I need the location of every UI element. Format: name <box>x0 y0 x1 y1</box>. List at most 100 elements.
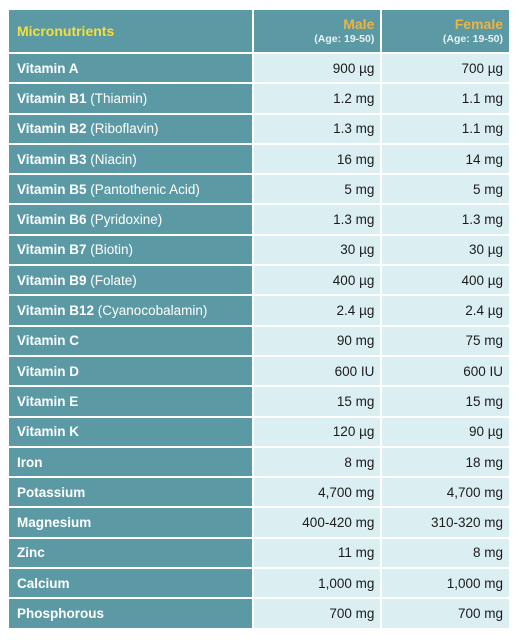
table-row: Vitamin B1 (Thiamin) 1.2 mg 1.1 mg <box>9 84 509 113</box>
table-row: Vitamin B3 (Niacin) 16 mg 14 mg <box>9 144 509 174</box>
nutrient-name-cell: Potassium <box>9 478 252 507</box>
nutrient-name-cell: Vitamin B2 (Riboflavin) <box>9 114 252 143</box>
nutrient-alt-name: (Folate) <box>86 272 137 288</box>
female-value: 15 mg <box>382 387 509 416</box>
nutrient-name: Vitamin B12 <box>17 303 95 319</box>
nutrient-name-cell: Vitamin E <box>9 387 252 416</box>
header-male-label: Male <box>343 16 375 32</box>
female-value: 2.4 µg <box>382 296 509 325</box>
nutrient-alt-name: (Cyanocobalamin) <box>94 303 208 319</box>
male-value: 900 µg <box>253 54 381 83</box>
male-value: 1.3 mg <box>253 114 381 143</box>
male-value: 5 mg <box>253 175 381 204</box>
nutrient-name: Vitamin B6 <box>17 212 87 228</box>
nutrient-alt-name: (Pantothenic Acid) <box>86 181 200 197</box>
nutrient-name: Iron <box>17 454 43 470</box>
header-male: Male (Age: 19-50) <box>253 10 381 52</box>
male-value: 90 mg <box>253 326 381 355</box>
header-female: Female (Age: 19-50) <box>382 10 509 52</box>
female-value: 1.1 mg <box>382 84 509 113</box>
male-value: 30 µg <box>253 235 381 265</box>
male-value: 15 mg <box>253 387 381 416</box>
nutrient-name: Potassium <box>17 484 86 500</box>
male-value: 600 IU <box>253 356 381 386</box>
nutrient-name-cell: Vitamin A <box>9 54 252 83</box>
table-row: Vitamin B7 (Biotin) 30 µg 30 µg <box>9 235 509 265</box>
header-male-age: (Age: 19-50) <box>314 33 375 45</box>
nutrient-alt-name: (Niacin) <box>86 151 137 167</box>
female-value: 700 mg <box>382 599 509 628</box>
female-value: 5 mg <box>382 175 509 204</box>
nutrient-name: Vitamin C <box>17 333 80 349</box>
table-row: Vitamin D 600 IU 600 IU <box>9 356 509 386</box>
table-row: Vitamin E 15 mg 15 mg <box>9 387 509 416</box>
nutrient-name-cell: Vitamin K <box>9 417 252 446</box>
nutrient-name: Phosphorous <box>17 605 104 621</box>
female-value: 90 µg <box>382 417 509 446</box>
table-row: Iron 8 mg 18 mg <box>9 447 509 477</box>
female-value: 400 µg <box>382 266 509 295</box>
nutrient-name-cell: Vitamin B3 (Niacin) <box>9 144 252 174</box>
header-row: Micronutrients Male (Age: 19-50) Female … <box>9 10 509 52</box>
nutrient-name: Vitamin D <box>17 363 80 379</box>
table-row: Potassium 4,700 mg 4,700 mg <box>9 478 509 507</box>
male-value: 4,700 mg <box>253 478 381 507</box>
nutrient-alt-name: (Biotin) <box>86 242 134 258</box>
table-row: Vitamin B2 (Riboflavin) 1.3 mg 1.1 mg <box>9 114 509 143</box>
male-value: 120 µg <box>253 417 381 446</box>
nutrient-name-cell: Vitamin B12 (Cyanocobalamin) <box>9 296 252 325</box>
female-value: 18 mg <box>382 447 509 477</box>
table-row: Zinc 11 mg 8 mg <box>9 538 509 568</box>
nutrient-name: Zinc <box>17 545 45 561</box>
female-value: 75 mg <box>382 326 509 355</box>
nutrient-name-cell: Vitamin C <box>9 326 252 355</box>
nutrient-name: Vitamin K <box>17 424 80 440</box>
table-row: Phosphorous 700 mg 700 mg <box>9 599 509 628</box>
female-value: 4,700 mg <box>382 478 509 507</box>
nutrient-name-cell: Phosphorous <box>9 599 252 628</box>
female-value: 8 mg <box>382 538 509 568</box>
nutrient-name: Vitamin E <box>17 393 79 409</box>
nutrient-name: Vitamin B3 <box>17 151 87 167</box>
header-title: Micronutrients <box>9 10 252 52</box>
table-row: Vitamin B6 (Pyridoxine) 1.3 mg 1.3 mg <box>9 205 509 234</box>
male-value: 400 µg <box>253 266 381 295</box>
micronutrient-table: Micronutrients Male (Age: 19-50) Female … <box>7 8 511 630</box>
male-value: 16 mg <box>253 144 381 174</box>
female-value: 700 µg <box>382 54 509 83</box>
nutrient-alt-name: (Riboflavin) <box>86 121 159 137</box>
nutrient-name-cell: Vitamin D <box>9 356 252 386</box>
micronutrient-table-container: Micronutrients Male (Age: 19-50) Female … <box>8 8 510 630</box>
female-value: 1,000 mg <box>382 569 509 598</box>
nutrient-alt-name: (Pyridoxine) <box>86 212 163 228</box>
nutrient-name-cell: Vitamin B7 (Biotin) <box>9 235 252 265</box>
male-value: 400-420 mg <box>253 508 381 537</box>
female-value: 310-320 mg <box>382 508 509 537</box>
male-value: 1.2 mg <box>253 84 381 113</box>
male-value: 1.3 mg <box>253 205 381 234</box>
nutrient-name: Vitamin A <box>17 60 79 76</box>
nutrient-name: Vitamin B9 <box>17 272 87 288</box>
table-row: Magnesium 400-420 mg 310-320 mg <box>9 508 509 537</box>
table-row: Vitamin B12 (Cyanocobalamin) 2.4 µg 2.4 µg <box>9 296 509 325</box>
nutrient-name: Magnesium <box>17 515 92 531</box>
male-value: 11 mg <box>253 538 381 568</box>
table-row: Vitamin B9 (Folate) 400 µg 400 µg <box>9 266 509 295</box>
male-value: 8 mg <box>253 447 381 477</box>
table-row: Vitamin A 900 µg 700 µg <box>9 54 509 83</box>
female-value: 30 µg <box>382 235 509 265</box>
nutrient-name-cell: Magnesium <box>9 508 252 537</box>
header-female-label: Female <box>454 16 503 32</box>
nutrient-name-cell: Vitamin B1 (Thiamin) <box>9 84 252 113</box>
nutrient-name-cell: Zinc <box>9 538 252 568</box>
nutrient-name-cell: Vitamin B9 (Folate) <box>9 266 252 295</box>
table-row: Calcium 1,000 mg 1,000 mg <box>9 569 509 598</box>
nutrient-name: Vitamin B5 <box>17 181 87 197</box>
nutrient-name-cell: Iron <box>9 447 252 477</box>
nutrient-name: Vitamin B2 <box>17 121 87 137</box>
table-row: Vitamin K 120 µg 90 µg <box>9 417 509 446</box>
table-row: Vitamin B5 (Pantothenic Acid) 5 mg 5 mg <box>9 175 509 204</box>
header-female-age: (Age: 19-50) <box>442 33 503 45</box>
nutrient-alt-name: (Thiamin) <box>86 90 148 106</box>
male-value: 700 mg <box>253 599 381 628</box>
